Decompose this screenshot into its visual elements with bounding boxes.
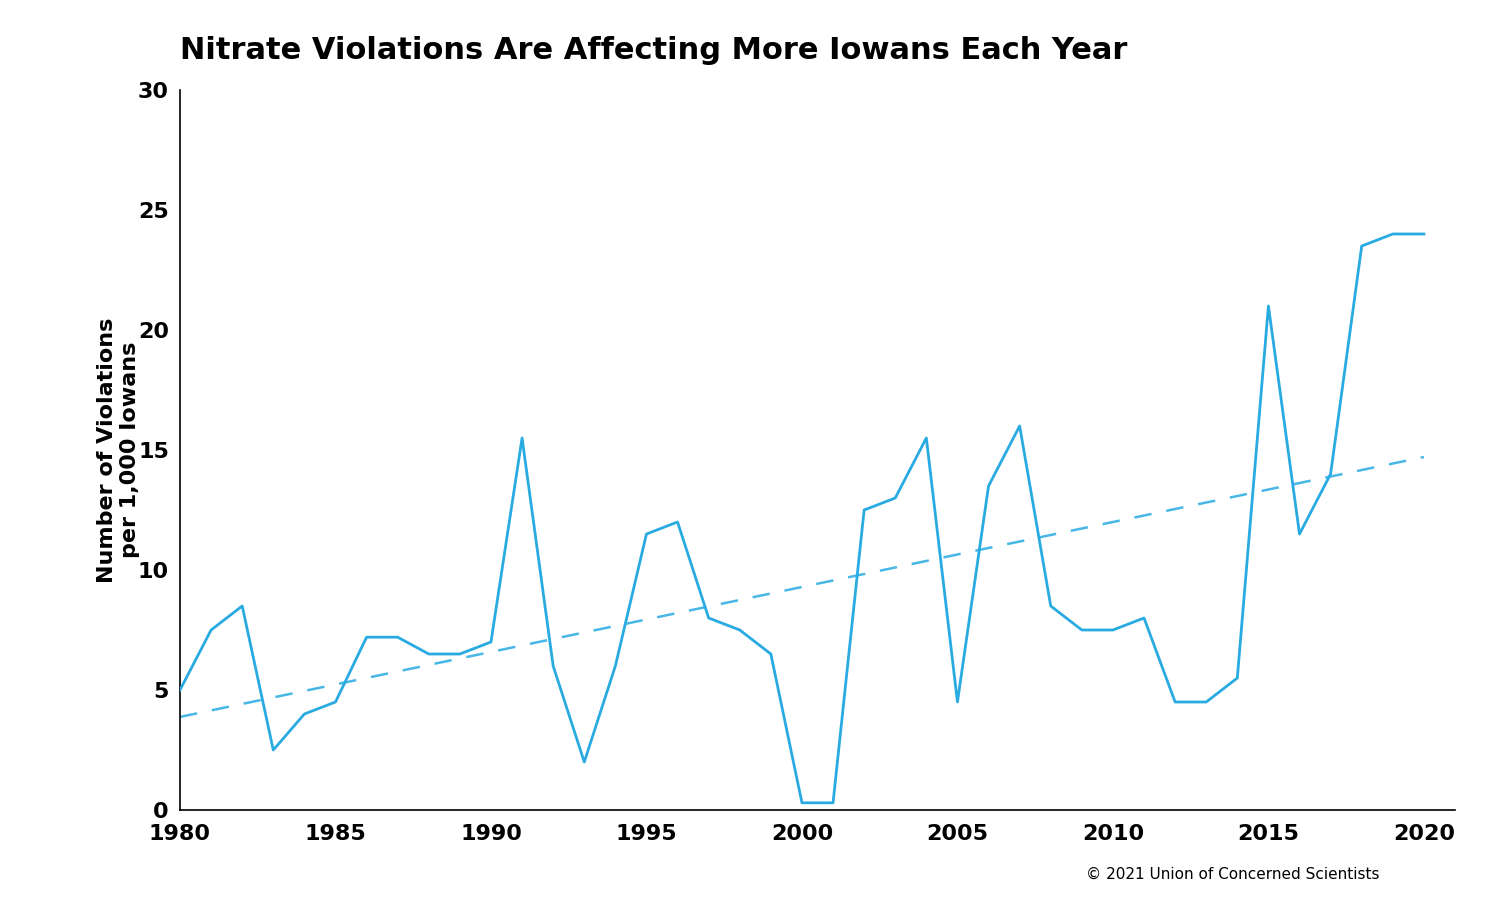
Text: © 2021 Union of Concerned Scientists: © 2021 Union of Concerned Scientists <box>1086 867 1380 882</box>
Y-axis label: Number of Violations
per 1,000 Iowans: Number of Violations per 1,000 Iowans <box>96 318 140 582</box>
Text: Nitrate Violations Are Affecting More Iowans Each Year: Nitrate Violations Are Affecting More Io… <box>180 36 1128 66</box>
